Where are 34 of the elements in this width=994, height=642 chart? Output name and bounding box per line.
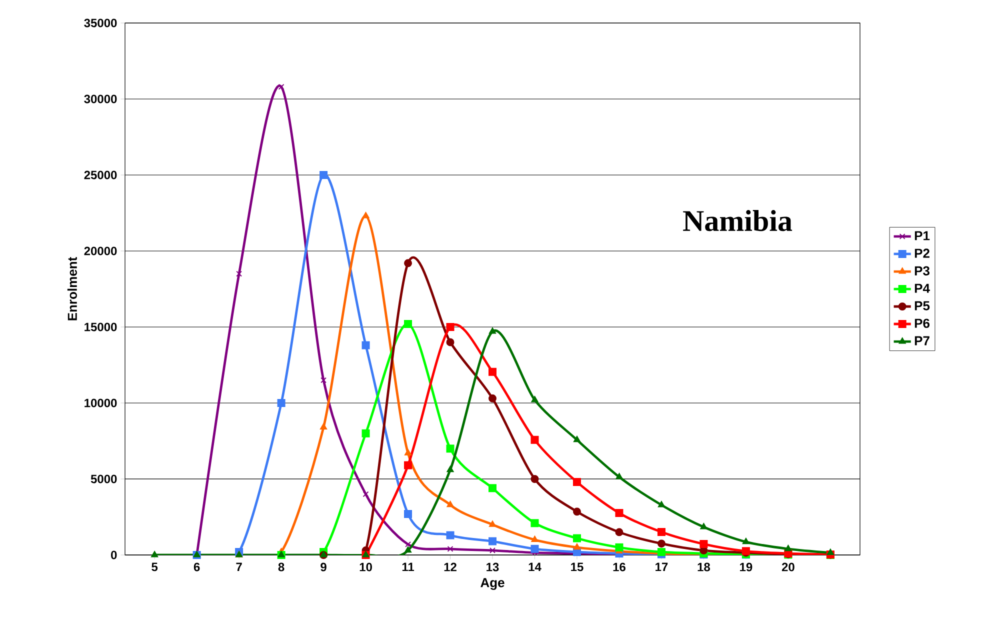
legend-label: P6 (914, 318, 930, 328)
x-tick-label: 7 (236, 562, 242, 572)
x-tick-label: 13 (486, 562, 499, 572)
y-tick-label: 20000 (84, 246, 117, 256)
x-axis-title: Age (480, 578, 504, 590)
y-tick-label: 30000 (84, 94, 117, 104)
legend-label: P4 (914, 284, 930, 293)
y-axis-title: Enrolment (67, 257, 77, 320)
x-tick-label: 14 (528, 562, 542, 572)
x-tick-label: 12 (444, 562, 456, 572)
x-tick-label: 20 (782, 562, 794, 572)
x-tick-label: 17 (656, 562, 668, 572)
legend-label: P5 (914, 301, 930, 310)
x-tick-label: 11 (402, 562, 414, 572)
x-tick-label: 18 (698, 562, 710, 572)
x-tick-label: 16 (613, 562, 626, 572)
y-tick-label: 25000 (84, 170, 117, 180)
x-tick-label: 15 (571, 562, 584, 572)
x-tick-label: 8 (278, 562, 284, 572)
text: Namibia (683, 210, 792, 232)
x-tick-label: 6 (194, 562, 200, 572)
x-tick-label: 19 (740, 562, 752, 572)
legend-label: P3 (914, 266, 930, 276)
x-tick-label: 9 (320, 562, 326, 572)
legend-label: P7 (914, 336, 930, 346)
y-tick-label: 35000 (84, 18, 117, 28)
y-tick-label: 0 (111, 550, 117, 560)
y-tick-label: 15000 (84, 322, 117, 332)
x-tick-label: 5 (152, 562, 158, 572)
x-tick-label: 10 (360, 562, 372, 572)
legend-label: P2 (914, 248, 930, 258)
legend-label: P1 (914, 231, 930, 240)
y-tick-label: 5000 (90, 474, 117, 484)
y-tick-label: 10000 (84, 398, 117, 408)
